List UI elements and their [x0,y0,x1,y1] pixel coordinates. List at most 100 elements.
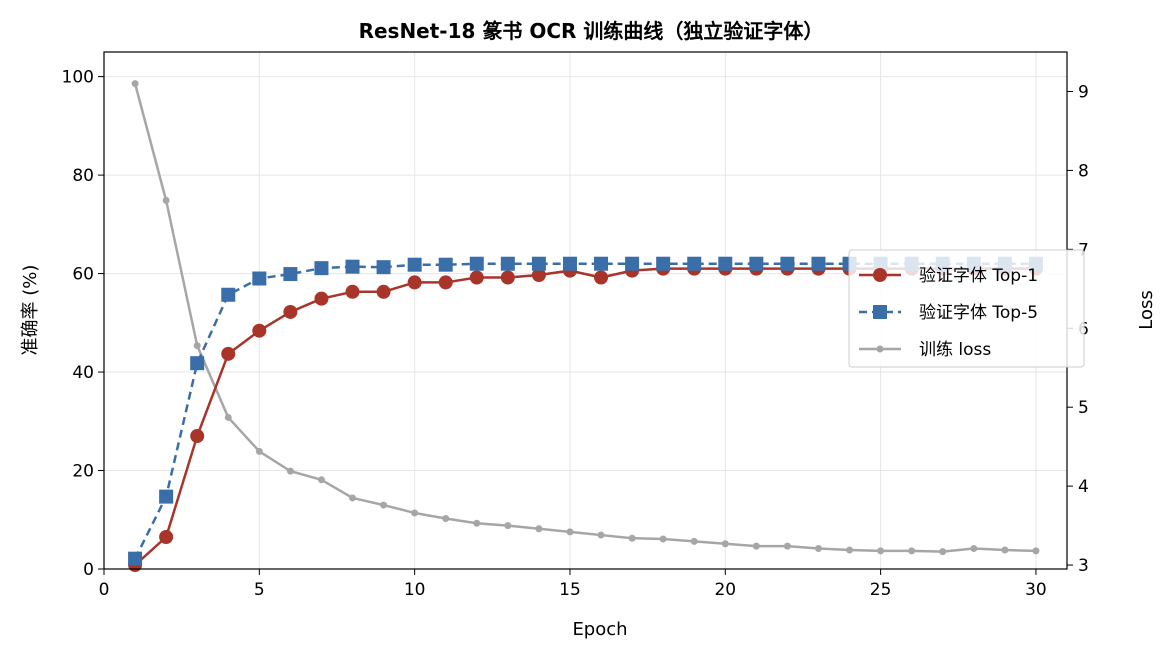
legend-marker [873,305,887,319]
data-point [939,548,947,556]
y-tick-label: 80 [72,166,94,186]
data-point [411,509,419,517]
x-axis-label: Epoch [572,619,627,640]
data-point [190,356,205,371]
data-point [811,256,826,271]
data-point [159,489,174,504]
data-point [594,256,609,271]
data-point [255,447,263,455]
data-point [131,80,139,88]
y-tick-label: 20 [72,462,94,482]
series-3 [131,80,1040,556]
y2-tick-label: 8 [1078,161,1089,181]
data-point [473,519,481,527]
data-point [159,529,174,544]
data-point [283,304,298,319]
data-point [531,268,546,283]
data-point [531,256,546,271]
data-point [846,546,854,554]
data-point [749,256,764,271]
x-tick-label: 20 [714,580,736,600]
y2-tick-label: 9 [1078,82,1089,102]
legend: 验证字体 Top-1 验证字体 Top-5 训练 loss [848,249,1085,368]
data-point [628,534,636,542]
data-point [594,270,609,285]
x-tick-label: 5 [254,580,265,600]
x-tick-label: 15 [559,580,581,600]
data-point [345,259,360,274]
data-point [877,547,885,555]
legend-label: 验证字体 Top-1 [919,266,1038,286]
data-point [752,542,760,550]
data-point [314,291,329,306]
data-point [252,271,267,286]
data-point [625,256,640,271]
data-point [500,256,515,271]
data-point [566,528,574,536]
data-point [438,275,453,290]
data-point [659,535,667,543]
data-point [252,323,267,338]
data-point [597,531,605,539]
data-point [908,547,916,555]
data-point [1001,546,1009,554]
data-point [221,346,236,361]
data-point [224,413,232,421]
legend-marker [873,268,887,282]
y2-axis-label: Loss [1136,290,1157,329]
y-tick-label: 100 [62,68,94,88]
x-tick-label: 0 [99,580,110,600]
x-axis-ticks: 0 5 10 15 20 25 30 [99,569,1047,600]
data-point [562,256,577,271]
data-point [970,544,978,552]
data-point [469,270,484,285]
data-point [500,270,515,285]
data-point [283,267,298,282]
legend-label: 训练 loss [919,340,991,360]
series-layer [128,80,1043,573]
data-point [349,494,357,502]
series-line [133,83,1036,553]
data-point [656,256,671,271]
data-point [221,287,236,302]
data-point [718,256,733,271]
data-point [376,284,391,299]
x-tick-label: 25 [870,580,892,600]
data-point [317,476,325,484]
data-point [407,257,422,272]
y2-tick-label: 3 [1078,556,1089,576]
data-point [783,542,791,550]
y-axis-ticks: 0 20 40 60 80 100 [62,68,104,580]
data-point [286,467,294,475]
data-point [345,284,360,299]
chart-title: ResNet-18 篆书 OCR 训练曲线（独立验证字体） [359,19,824,43]
y-axis-label: 准确率 (%) [20,265,41,356]
y-tick-label: 0 [83,560,94,580]
data-point [376,260,391,275]
data-point [690,537,698,545]
y2-tick-label: 4 [1078,477,1089,497]
series-2 [128,256,1043,566]
data-point [314,261,329,276]
data-point [380,501,388,509]
data-point [1032,547,1040,555]
legend-label: 验证字体 Top-5 [919,303,1038,323]
y-tick-label: 60 [72,265,94,285]
data-point [407,275,422,290]
data-point [504,522,512,530]
data-point [442,514,450,522]
data-point [687,256,702,271]
data-point [128,551,143,566]
data-point [469,256,484,271]
legend-marker [876,345,884,353]
data-point [193,342,201,350]
data-point [438,257,453,272]
data-point [780,256,795,271]
x-tick-label: 30 [1025,580,1047,600]
y-tick-label: 40 [72,363,94,383]
data-point [162,196,170,204]
data-point [535,525,543,533]
data-point [721,540,729,548]
